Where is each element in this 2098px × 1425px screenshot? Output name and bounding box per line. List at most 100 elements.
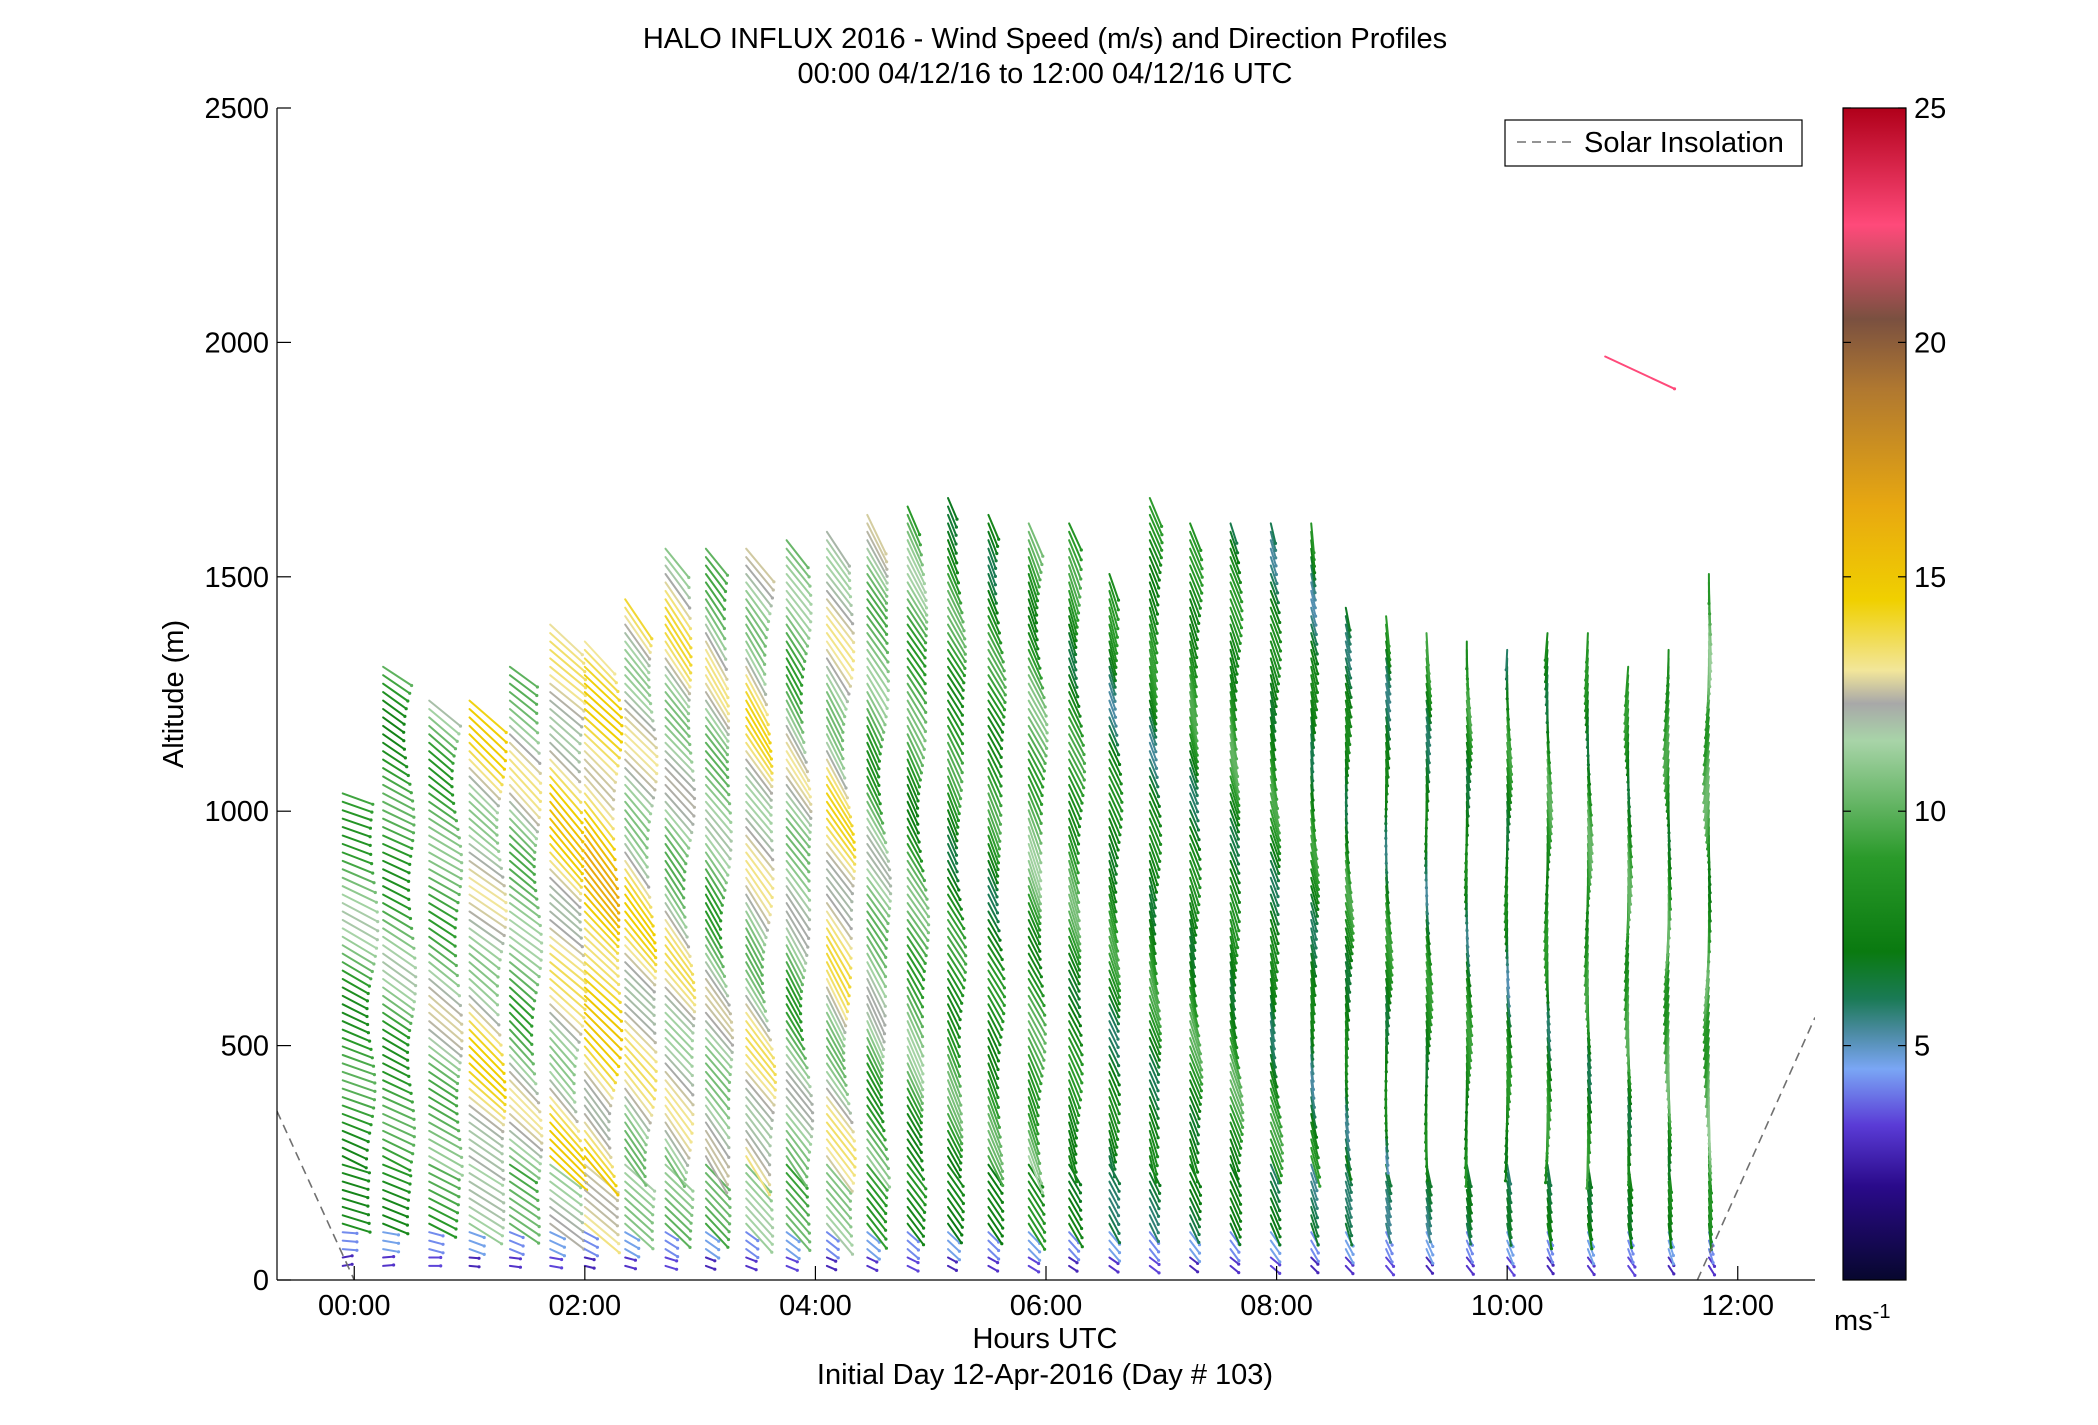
wind-vector	[1027, 994, 1047, 1026]
wind-vector	[664, 1239, 679, 1250]
wind-vector-head	[1155, 612, 1160, 616]
wind-vector-head	[921, 1063, 925, 1067]
wind-vector-head	[1039, 1181, 1044, 1185]
wind-vector-head	[1234, 717, 1238, 722]
wind-vector-head	[1157, 1262, 1161, 1267]
wind-vector-head	[1114, 881, 1118, 885]
wind-vector-head	[960, 771, 964, 775]
wind-vector-head	[579, 800, 583, 804]
wind-vector-head	[961, 917, 965, 921]
wind-vector	[1344, 708, 1352, 737]
wind-vector-head	[922, 878, 927, 883]
wind-vector-head	[411, 936, 415, 941]
wind-vector-head	[396, 1250, 401, 1254]
wind-vector-head	[1470, 1024, 1474, 1028]
wind-vector	[866, 1205, 887, 1232]
wind-vector	[1269, 741, 1277, 771]
wind-vector-head	[373, 1081, 377, 1085]
wind-vector-head	[500, 1234, 504, 1238]
wind-vector-head	[1157, 1250, 1161, 1254]
wind-vector-head	[879, 1088, 883, 1092]
wind-vector	[1269, 868, 1280, 890]
wind-vector	[1310, 699, 1317, 727]
wind-vector	[1068, 1011, 1082, 1037]
wind-vector	[382, 1155, 411, 1172]
wind-vector-head	[1506, 970, 1510, 974]
wind-vector	[624, 910, 657, 952]
wind-vector-head	[459, 877, 463, 881]
wind-vector-head	[616, 1233, 620, 1237]
wind-vector-head	[797, 1248, 801, 1252]
wind-vector	[1269, 1248, 1281, 1263]
wind-vector	[468, 944, 500, 970]
wind-vector	[1344, 724, 1351, 754]
wind-vector	[906, 986, 924, 1018]
wind-vector	[1189, 539, 1203, 570]
wind-vector	[664, 556, 690, 589]
wind-vector-head	[1274, 986, 1278, 991]
wind-vector-head	[366, 1187, 370, 1191]
wind-vector-head	[1545, 987, 1549, 991]
wind-vector-head	[795, 1260, 799, 1264]
wind-vector-head	[1239, 1139, 1243, 1143]
wind-vector	[508, 1003, 533, 1028]
wind-vector-head	[1198, 1102, 1202, 1106]
wind-vector-head	[1347, 999, 1351, 1003]
wind-vector-head	[1349, 891, 1353, 895]
wind-vector	[866, 961, 887, 998]
wind-vector	[825, 750, 847, 789]
wind-vector-head	[402, 739, 406, 743]
wind-vector	[549, 859, 582, 895]
wind-vector-head	[996, 1105, 1000, 1109]
wind-vector-head	[1345, 773, 1349, 778]
wind-vector-head	[1195, 918, 1199, 922]
wind-vector-head	[1508, 1024, 1512, 1028]
wind-vector	[825, 885, 853, 921]
wind-vector	[1229, 674, 1237, 702]
wind-vector-head	[885, 1188, 889, 1192]
wind-vector	[1344, 944, 1352, 969]
wind-vector	[785, 868, 811, 902]
wind-vector	[428, 809, 459, 831]
wind-vector-head	[849, 908, 854, 912]
wind-vector	[1385, 615, 1390, 648]
wind-vector-head	[579, 1032, 583, 1036]
wind-vector	[987, 961, 1006, 989]
wind-vector-head	[1117, 753, 1121, 757]
wind-vector-head	[1464, 1119, 1468, 1123]
wind-vector	[745, 1155, 771, 1196]
wind-vector-head	[1115, 1145, 1119, 1149]
wind-vector	[1344, 876, 1354, 912]
wind-vector-head	[1240, 1132, 1244, 1136]
wind-vector	[1189, 767, 1199, 790]
wind-vector	[987, 741, 1002, 768]
wind-vector-head	[1315, 865, 1319, 869]
wind-vector-head	[1239, 634, 1243, 638]
wind-vector-head	[923, 691, 927, 695]
wind-vector-head	[761, 990, 765, 995]
wind-vector-head	[1074, 1152, 1078, 1156]
wind-vector-head	[1316, 1259, 1320, 1263]
wind-vector-head	[886, 679, 891, 683]
wind-vector	[468, 978, 499, 1006]
wind-vector-head	[1388, 658, 1392, 662]
wind-vector	[704, 758, 730, 787]
wind-vector-head	[717, 1239, 721, 1243]
wind-vector	[866, 919, 888, 950]
wind-vector-head	[1276, 601, 1280, 605]
wind-vector-head	[1425, 902, 1429, 907]
wind-vector	[1344, 910, 1354, 942]
wind-vector-head	[1078, 1024, 1082, 1028]
wind-vector-head	[1077, 989, 1081, 993]
wind-vector-head	[1276, 922, 1280, 926]
wind-vector	[583, 935, 619, 970]
wind-vector	[624, 775, 654, 807]
wind-vector-head	[578, 920, 582, 924]
wind-vector-head	[536, 731, 540, 735]
wind-vector	[1310, 1129, 1320, 1159]
wind-vector-head	[1509, 1219, 1513, 1223]
wind-vector	[785, 919, 808, 957]
wind-vector	[825, 1205, 853, 1237]
wind-vector	[1269, 1264, 1281, 1275]
wind-vector-head	[367, 1179, 371, 1183]
